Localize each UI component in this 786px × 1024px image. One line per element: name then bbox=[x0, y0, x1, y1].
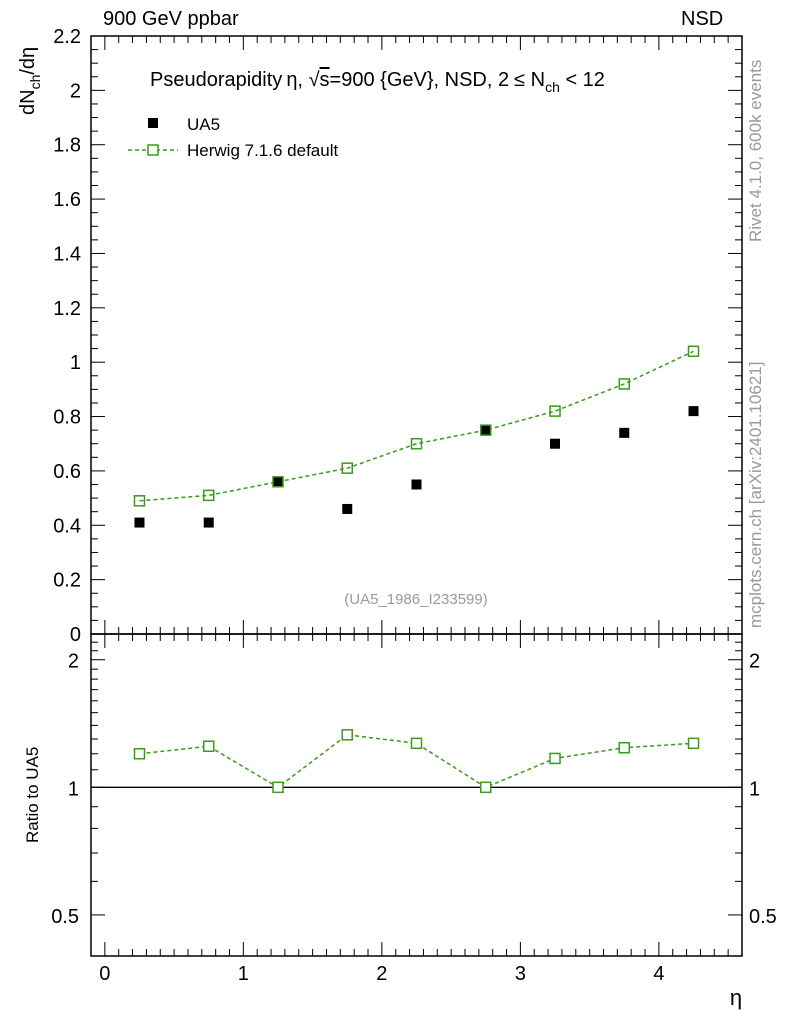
ua5-point bbox=[550, 438, 561, 449]
y-tick-label: 2 bbox=[70, 80, 81, 102]
herwig-point bbox=[202, 489, 215, 502]
y-tick-label: 2.2 bbox=[53, 26, 81, 48]
ratio-point bbox=[410, 737, 423, 750]
title-tail: < 12 bbox=[560, 69, 605, 91]
y-tick-label: 1 bbox=[70, 352, 81, 374]
herwig-point bbox=[410, 437, 423, 450]
y-tick-label: 1.2 bbox=[53, 298, 81, 320]
y-tick-label: 0 bbox=[70, 624, 81, 646]
ratio-point bbox=[272, 781, 284, 794]
ua5-point bbox=[342, 503, 353, 514]
ratio-tick-label-right: 2 bbox=[749, 651, 760, 673]
legend-marker-herwig bbox=[147, 144, 159, 156]
chart-title: Pseudorapidity η, √s=900 {GeV}, NSD, 2 ≤ N… bbox=[150, 69, 605, 95]
title-pre: Pseudorapidity bbox=[150, 69, 282, 91]
y-tick-label: 0.6 bbox=[53, 461, 81, 483]
x-tick-label: 1 bbox=[238, 963, 249, 985]
ratio-point bbox=[618, 741, 631, 754]
y-label-main: dN bbox=[17, 89, 39, 115]
y-tick-label: 1.8 bbox=[53, 135, 81, 157]
ratio-tick-label: 0.5 bbox=[51, 906, 79, 928]
title-post: =900 {GeV}, NSD, 2 bbox=[330, 69, 510, 91]
herwig-point bbox=[341, 462, 353, 474]
ratio-tick-label: 1 bbox=[68, 778, 79, 800]
ratio-point bbox=[480, 781, 492, 794]
y-tick-label: 0.8 bbox=[53, 407, 81, 429]
legend-marker-ua5 bbox=[148, 118, 158, 128]
herwig-line bbox=[139, 350, 694, 502]
ratio-tick-label-right: 1 bbox=[749, 778, 760, 800]
herwig-point bbox=[549, 405, 561, 417]
ratio-tick-label-right: 0.5 bbox=[749, 906, 777, 928]
title-sub: ch bbox=[545, 79, 560, 95]
ratio-point bbox=[133, 748, 146, 760]
legend-label-ua5: UA5 bbox=[187, 115, 220, 134]
y-label-sub: ch bbox=[27, 75, 43, 90]
ratio-point bbox=[202, 740, 215, 752]
x-axis-label: η bbox=[730, 985, 742, 1010]
analysis-tag: (UA5_1986_I233599) bbox=[344, 591, 487, 608]
ratio-tick-label: 2 bbox=[68, 651, 79, 673]
x-tick-label: 4 bbox=[653, 963, 664, 985]
y-tick-label: 0.4 bbox=[53, 515, 81, 537]
ratio-frame bbox=[90, 633, 743, 957]
y-tick-label: 1.6 bbox=[53, 189, 81, 211]
ua5-point bbox=[619, 427, 630, 438]
title-eta: η, bbox=[286, 69, 308, 91]
ratio-point bbox=[341, 729, 353, 741]
ua5-point bbox=[272, 476, 283, 487]
header-right: NSD bbox=[681, 8, 724, 30]
ratio-point bbox=[687, 737, 700, 750]
ua5-point bbox=[134, 517, 145, 528]
ua5-point bbox=[480, 425, 491, 436]
herwig-point bbox=[133, 495, 146, 507]
y-tick-label: 0.2 bbox=[53, 570, 81, 592]
legend-label-herwig: Herwig 7.1.6 default bbox=[187, 141, 338, 160]
herwig-point bbox=[687, 345, 700, 358]
x-tick-label: 0 bbox=[99, 963, 110, 985]
ua5-point bbox=[688, 406, 699, 417]
herwig-point bbox=[272, 476, 284, 488]
title-s: s bbox=[320, 69, 330, 91]
ua5-point bbox=[203, 517, 214, 528]
herwig-point bbox=[480, 424, 492, 436]
herwig-point bbox=[618, 378, 631, 390]
y-label-tail: /dη bbox=[17, 47, 39, 75]
title-le: ≤ bbox=[514, 69, 525, 91]
x-tick-label: 2 bbox=[376, 963, 387, 985]
y-tick-label: 1.4 bbox=[53, 243, 81, 265]
y-axis-label: dNch/dη bbox=[17, 47, 43, 115]
ua5-point bbox=[411, 479, 422, 490]
x-tick-label: 3 bbox=[515, 963, 526, 985]
title-root: √ bbox=[309, 69, 320, 91]
ratio-point bbox=[549, 752, 561, 765]
title-n: N bbox=[525, 69, 545, 91]
ratio-axis-label: Ratio to UA5 bbox=[23, 747, 42, 843]
header-left: 900 GeV ppbar bbox=[103, 8, 239, 30]
